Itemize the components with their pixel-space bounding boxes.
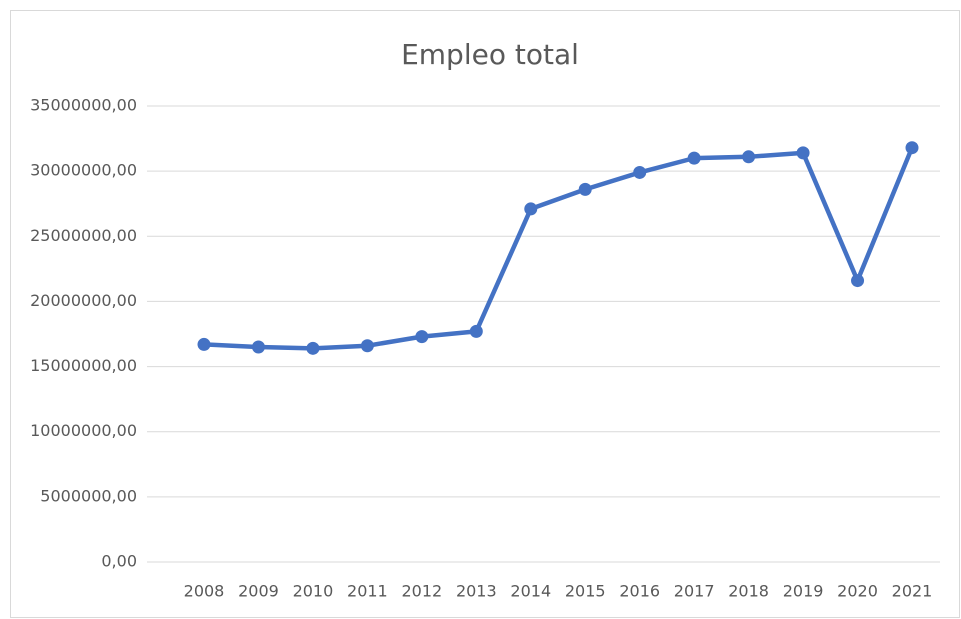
x-tick-label: 2010 [293, 582, 334, 601]
data-point [851, 274, 865, 288]
x-tick-label: 2016 [619, 582, 660, 601]
x-tick-label: 2014 [510, 582, 551, 601]
series-line [203, 146, 915, 351]
data-point [524, 202, 538, 216]
data-point [197, 337, 211, 351]
x-tick-label: 2021 [892, 582, 933, 601]
y-tick-label: 10000000,00 [30, 421, 137, 440]
x-tick-label: 2011 [347, 582, 388, 601]
x-tick-label: 2015 [565, 582, 606, 601]
data-point [469, 324, 483, 338]
y-tick-label: 35000000,00 [30, 96, 137, 115]
y-tick-label: 5000000,00 [40, 486, 137, 505]
data-point [415, 330, 429, 344]
x-tick-label: 2019 [783, 582, 824, 601]
y-tick-label: 15000000,00 [30, 356, 137, 375]
data-point [796, 146, 810, 160]
chart-title: Empleo total [401, 38, 579, 71]
data-point [633, 165, 647, 179]
data-point [360, 339, 374, 353]
data-point [742, 150, 756, 164]
y-tick-label: 25000000,00 [30, 226, 137, 245]
x-tick-label: 2012 [401, 582, 442, 601]
data-point [905, 141, 919, 155]
y-tick-label: 0,00 [101, 552, 137, 571]
x-tick-label: 2018 [728, 582, 769, 601]
data-point [306, 341, 320, 355]
x-tick-label: 2008 [184, 582, 225, 601]
x-tick-label: 2017 [674, 582, 715, 601]
data-point [687, 151, 701, 165]
y-tick-label: 30000000,00 [30, 161, 137, 180]
x-tick-label: 2013 [456, 582, 497, 601]
x-tick-label: 2020 [837, 582, 878, 601]
data-point [251, 340, 265, 354]
x-tick-label: 2009 [238, 582, 279, 601]
data-point [578, 182, 592, 196]
y-tick-label: 20000000,00 [30, 291, 137, 310]
